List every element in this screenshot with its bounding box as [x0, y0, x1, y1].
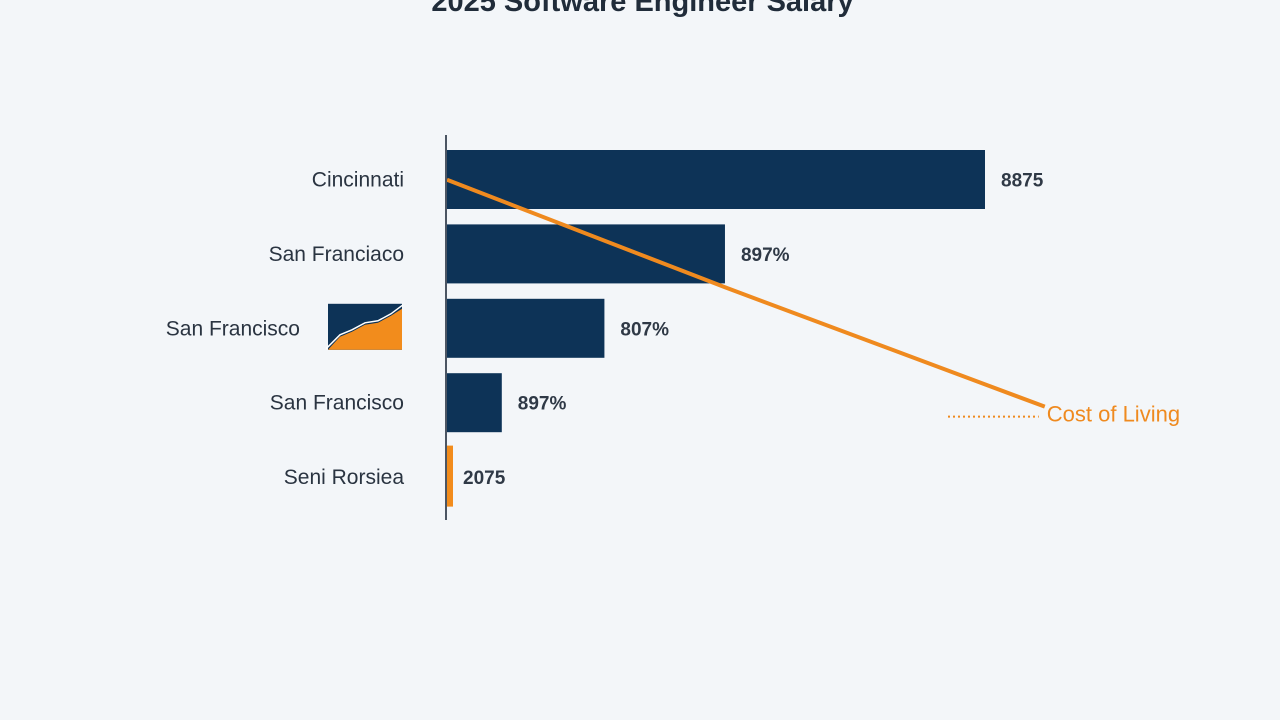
- category-label: Cincinnati: [312, 169, 404, 192]
- bar: [447, 298, 605, 358]
- cost-of-living-label: Cost of Living: [1047, 402, 1180, 427]
- bar: [447, 373, 502, 433]
- labels-layer: Cincinnati 8875 San Franciaco 897% San Franc…: [166, 169, 1044, 490]
- value-label: 8875: [1001, 171, 1044, 192]
- area-chart-icon: [325, 303, 404, 350]
- cost-of-living-line: [446, 177, 1046, 409]
- bars-layer: [447, 150, 985, 507]
- category-label: Seni Rorsiea: [284, 466, 405, 489]
- bar: [447, 445, 453, 507]
- value-label: 2075: [463, 468, 506, 489]
- value-label: 897%: [518, 394, 567, 415]
- chart-title: 2025 Software Engineer Salary: [431, 0, 854, 18]
- category-label: San Francisco: [166, 317, 300, 340]
- value-label: 897%: [741, 245, 790, 266]
- category-label: San Francisco: [270, 392, 404, 415]
- value-label: 807%: [620, 319, 669, 340]
- category-label: San Franciaco: [269, 243, 404, 266]
- cost-of-living-line-layer: Cost of Living: [446, 177, 1180, 427]
- bar: [447, 150, 985, 209]
